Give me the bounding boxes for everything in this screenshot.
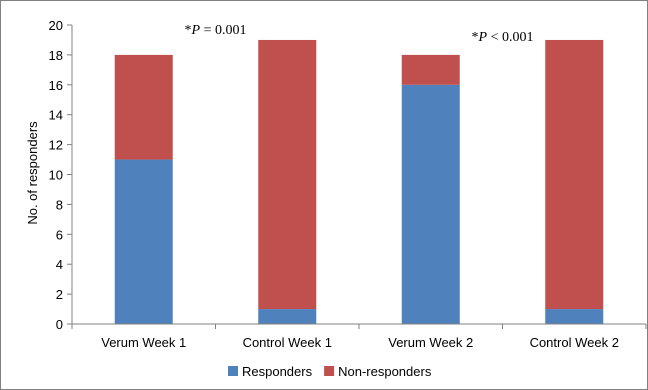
annotation-star: * (185, 23, 192, 38)
bar-responders (258, 309, 317, 324)
annotation-p: P (478, 30, 488, 45)
legend-label-responders: Responders (242, 364, 313, 379)
legend-label-non-responders: Non-responders (338, 364, 432, 379)
y-tick-label: 18 (49, 48, 63, 63)
x-tick-label: Verum Week 1 (101, 335, 186, 350)
y-tick-label: 16 (49, 78, 63, 93)
y-tick-label: 14 (49, 108, 63, 123)
legend-swatch-non-responders (324, 366, 335, 376)
x-tick-label: Control Week 1 (243, 335, 332, 350)
y-tick-label: 8 (56, 197, 63, 212)
bar-non-responders (258, 39, 317, 310)
bar-responders (401, 84, 460, 324)
y-tick-label: 12 (49, 138, 63, 153)
annotation-star: * (472, 30, 479, 45)
bar-non-responders (545, 39, 604, 310)
bar-responders (114, 159, 173, 324)
y-tick-label: 6 (56, 227, 63, 242)
x-tick-label: Verum Week 2 (388, 335, 473, 350)
annotation-value: = 0.001 (200, 23, 246, 38)
x-tick-label: Control Week 2 (530, 335, 619, 350)
bars (114, 39, 604, 324)
p-value-annotation: *P < 0.001 (472, 30, 534, 45)
annotation-p: P (191, 23, 201, 38)
y-axis-title: No. of responders (25, 121, 40, 225)
annotation-value: < 0.001 (487, 30, 533, 45)
x-axis: Verum Week 1 Control Week 1 Verum Week 2 Co… (71, 323, 647, 350)
legend: Responders Non-responders (228, 364, 432, 379)
y-tick-label: 20 (49, 18, 63, 33)
y-tick-label: 10 (49, 168, 63, 183)
p-value-annotation: *P = 0.001 (185, 23, 247, 38)
legend-swatch-responders (228, 366, 238, 376)
bar-responders (545, 309, 604, 324)
y-tick-label: 4 (56, 257, 63, 272)
bar-non-responders (114, 54, 173, 160)
y-tick-label: 2 (56, 287, 63, 302)
y-axis-label: No. of responders (25, 121, 40, 225)
y-tick-label: 0 (56, 317, 63, 332)
y-axis: 0 2 4 6 8 10 12 14 16 18 20 (49, 18, 73, 332)
annotations: *P = 0.001 *P < 0.001 (185, 23, 534, 45)
bar-non-responders (401, 54, 460, 85)
